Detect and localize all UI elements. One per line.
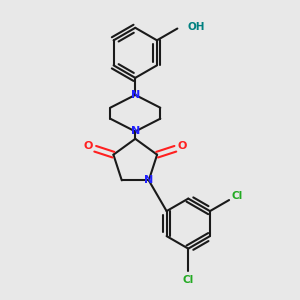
Text: O: O [178,142,187,152]
Text: N: N [131,126,140,136]
Text: Cl: Cl [183,274,194,285]
Text: Cl: Cl [231,190,242,201]
Text: N: N [144,176,153,185]
Text: OH: OH [188,22,205,32]
Text: O: O [83,142,93,152]
Text: N: N [131,90,140,100]
